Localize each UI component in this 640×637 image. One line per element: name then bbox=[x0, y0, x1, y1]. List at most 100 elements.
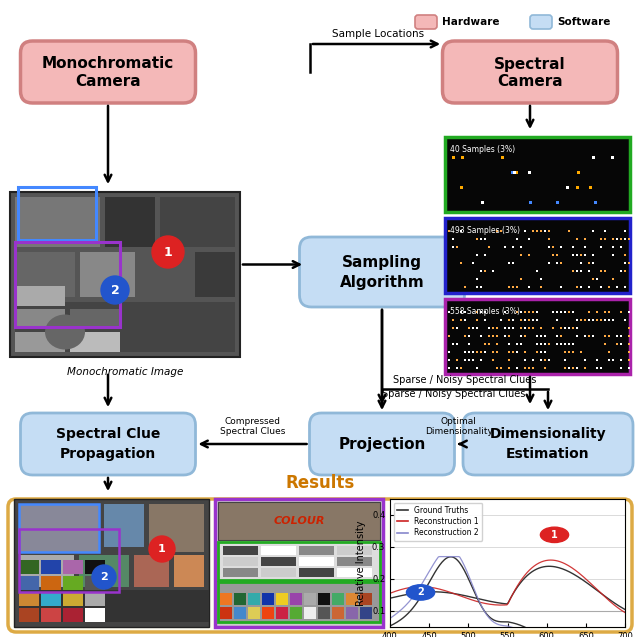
Bar bbox=[134, 555, 169, 587]
Bar bbox=[572, 311, 574, 313]
Bar bbox=[468, 343, 470, 345]
Bar bbox=[596, 367, 598, 369]
Bar bbox=[612, 246, 614, 248]
Bar bbox=[41, 608, 61, 622]
Bar bbox=[500, 156, 504, 159]
Bar bbox=[261, 546, 296, 555]
Bar bbox=[528, 286, 530, 288]
Text: 558 Samples (3%): 558 Samples (3%) bbox=[450, 307, 520, 316]
Text: Algorithm: Algorithm bbox=[340, 275, 424, 289]
Bar bbox=[572, 254, 574, 256]
Bar bbox=[560, 311, 562, 313]
Bar bbox=[512, 327, 514, 329]
Bar bbox=[492, 351, 494, 353]
Bar bbox=[560, 335, 562, 337]
Bar bbox=[456, 367, 458, 369]
Bar bbox=[476, 238, 478, 240]
Bar bbox=[624, 286, 626, 288]
Text: 1: 1 bbox=[158, 544, 166, 554]
Bar bbox=[520, 254, 522, 256]
Bar bbox=[540, 359, 542, 361]
Bar bbox=[85, 592, 105, 606]
Bar bbox=[576, 335, 578, 337]
Bar bbox=[524, 367, 526, 369]
Bar bbox=[140, 252, 190, 297]
Bar bbox=[528, 319, 530, 321]
Bar bbox=[584, 335, 586, 337]
Bar bbox=[15, 197, 100, 247]
Bar bbox=[536, 335, 538, 337]
Bar bbox=[452, 246, 454, 248]
Bar bbox=[556, 343, 558, 345]
Bar bbox=[19, 529, 119, 592]
Bar bbox=[460, 367, 462, 369]
Bar bbox=[476, 327, 478, 329]
Bar bbox=[460, 186, 463, 189]
Bar bbox=[536, 319, 538, 321]
Bar bbox=[600, 367, 602, 369]
Bar bbox=[456, 327, 458, 329]
Bar bbox=[464, 286, 466, 288]
Text: 493 Samples (3%): 493 Samples (3%) bbox=[450, 226, 520, 235]
Text: Projection: Projection bbox=[339, 436, 426, 452]
Bar bbox=[445, 137, 630, 212]
Bar bbox=[628, 351, 630, 353]
Bar bbox=[448, 359, 450, 361]
Bar bbox=[476, 367, 478, 369]
Bar bbox=[85, 576, 105, 590]
Bar bbox=[624, 270, 626, 272]
Bar bbox=[592, 262, 594, 264]
Bar bbox=[628, 262, 630, 264]
Text: Hardware: Hardware bbox=[442, 17, 499, 27]
Bar bbox=[620, 238, 622, 240]
Bar bbox=[552, 254, 554, 256]
Bar bbox=[488, 343, 490, 345]
Bar bbox=[337, 557, 372, 566]
Bar bbox=[540, 343, 542, 345]
Bar bbox=[532, 359, 534, 361]
Bar bbox=[508, 367, 510, 369]
Bar bbox=[548, 343, 550, 345]
Bar bbox=[620, 359, 622, 361]
Bar bbox=[318, 607, 330, 619]
Text: Monochromatic: Monochromatic bbox=[42, 57, 174, 71]
Bar bbox=[628, 238, 630, 240]
Circle shape bbox=[149, 536, 175, 562]
Bar bbox=[572, 343, 574, 345]
Bar bbox=[262, 607, 274, 619]
Bar bbox=[63, 608, 83, 622]
Bar bbox=[532, 230, 534, 232]
FancyBboxPatch shape bbox=[20, 41, 195, 103]
Bar bbox=[218, 582, 380, 622]
Bar bbox=[560, 327, 562, 329]
Bar bbox=[480, 311, 482, 313]
Bar bbox=[248, 593, 260, 605]
Bar bbox=[476, 311, 478, 313]
Bar bbox=[508, 327, 510, 329]
Bar bbox=[472, 359, 474, 361]
Bar bbox=[616, 286, 618, 288]
Bar bbox=[596, 359, 598, 361]
Bar bbox=[472, 327, 474, 329]
Bar bbox=[515, 171, 518, 174]
Bar bbox=[628, 335, 630, 337]
Bar bbox=[620, 335, 622, 337]
FancyBboxPatch shape bbox=[8, 499, 632, 632]
Text: 2: 2 bbox=[100, 572, 108, 582]
Bar bbox=[568, 230, 570, 232]
Bar bbox=[19, 576, 39, 590]
Bar bbox=[484, 311, 486, 313]
Bar bbox=[70, 309, 120, 329]
Bar bbox=[568, 327, 570, 329]
Bar bbox=[572, 246, 574, 248]
Bar bbox=[568, 343, 570, 345]
Bar bbox=[524, 311, 526, 313]
Circle shape bbox=[152, 236, 184, 268]
Bar bbox=[452, 238, 454, 240]
FancyBboxPatch shape bbox=[310, 413, 454, 475]
Bar bbox=[223, 568, 258, 577]
Bar bbox=[604, 343, 606, 345]
Bar bbox=[604, 230, 606, 232]
Bar bbox=[556, 262, 558, 264]
Bar bbox=[560, 343, 562, 345]
